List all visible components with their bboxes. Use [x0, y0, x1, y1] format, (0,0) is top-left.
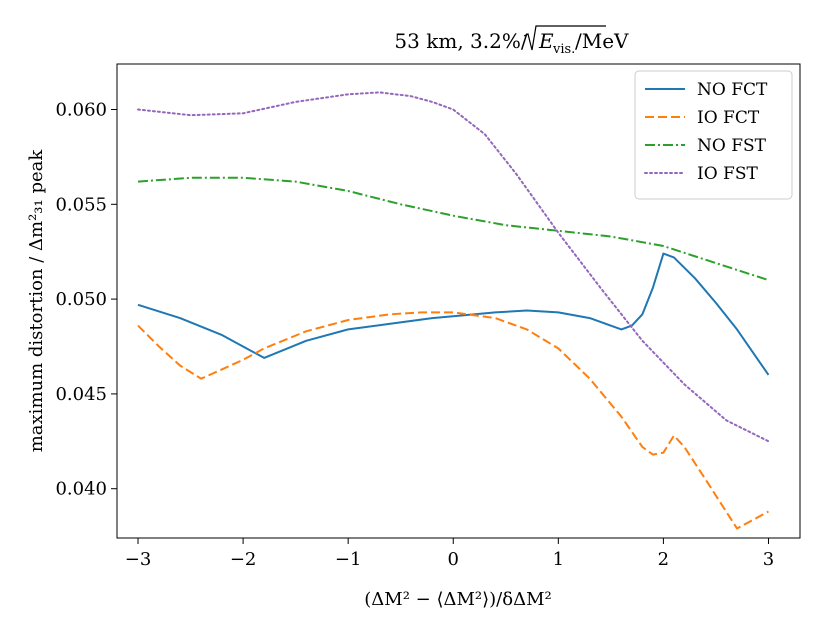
x-tick-label: −2 — [230, 549, 257, 570]
y-tick-label: 0.050 — [55, 289, 107, 310]
series-line-io-fst — [137, 91, 770, 443]
x-axis-label: (ΔM² − ⟨ΔM²⟩)/δΔM² — [364, 589, 551, 610]
x-tick-label: −3 — [125, 549, 152, 570]
y-tick-label: 0.040 — [55, 479, 107, 500]
legend-label: IO FCT — [697, 108, 760, 128]
series-line-no-fct — [137, 252, 770, 376]
x-tick-label: −1 — [335, 549, 362, 570]
y-tick-label: 0.045 — [55, 384, 107, 405]
title-sub: vis. — [552, 42, 575, 57]
title-sqrt: E vis. /MeV — [523, 25, 629, 57]
series-line-io-fct — [137, 311, 769, 530]
legend: NO FCT IO FCT NO FST IO FST — [634, 70, 793, 200]
legend-label: IO FST — [697, 164, 758, 184]
y-tick-label: 0.060 — [55, 100, 107, 121]
series-lines — [137, 91, 770, 530]
y-axis-ticks: 0.040 0.045 0.050 0.055 0.060 — [55, 100, 117, 500]
plot-frame — [116, 63, 801, 539]
title-suffix: /MeV — [575, 29, 629, 53]
x-tick-label: 3 — [763, 549, 774, 570]
x-axis-ticks: −3 −2 −1 0 1 2 3 — [125, 538, 774, 570]
x-tick-label: 0 — [448, 549, 459, 570]
legend-box — [634, 70, 793, 200]
chart-title: 53 km, 3.2%/ — [394, 29, 527, 53]
x-tick-label: 2 — [658, 549, 669, 570]
x-tick-label: 1 — [553, 549, 564, 570]
legend-label: NO FCT — [697, 80, 768, 100]
y-tick-label: 0.055 — [55, 194, 107, 215]
legend-label: NO FST — [697, 136, 767, 156]
title-e: E — [538, 29, 554, 53]
series-line-no-fst — [137, 176, 769, 282]
y-axis-label: maximum distortion / Δm²₃₁ peak — [26, 149, 47, 453]
